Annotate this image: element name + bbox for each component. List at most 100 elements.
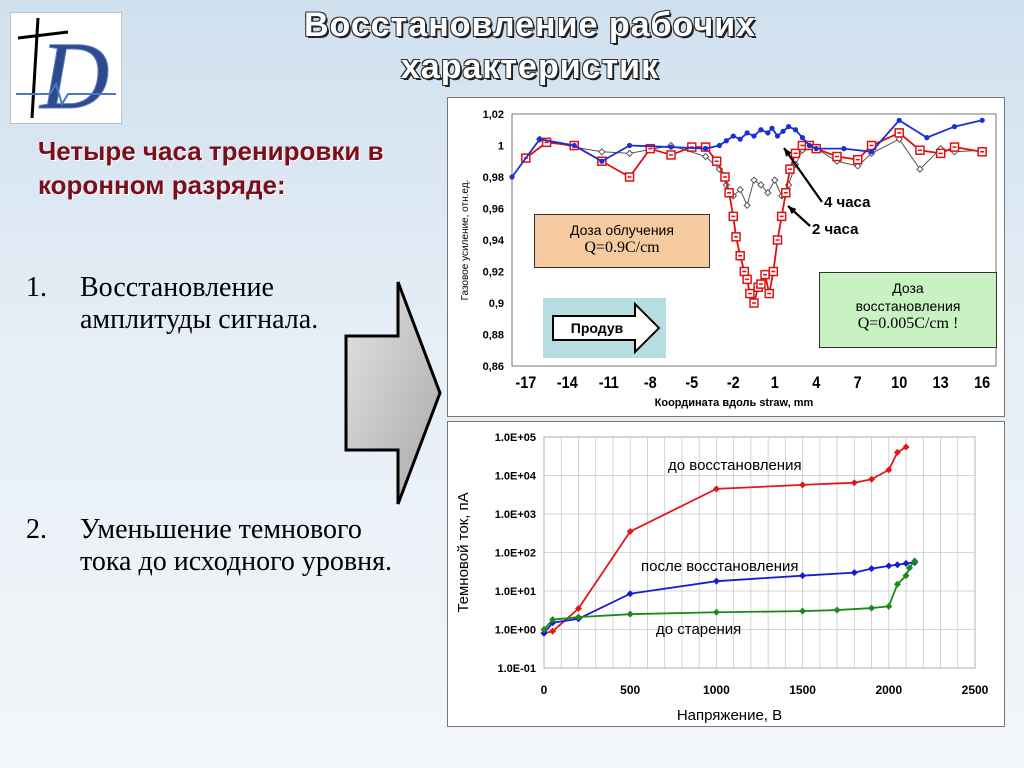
data-point	[765, 130, 771, 136]
gain-chart: 0,86 0,88 0,9 0,92 0,94 0,96 0,98 1 1,02 -17 -14 -1…	[447, 97, 1005, 417]
data-point	[626, 528, 634, 536]
data-point	[509, 174, 515, 180]
data-point	[924, 135, 930, 141]
y-tick-label: 1.0E+04	[495, 471, 537, 483]
data-point	[774, 133, 781, 139]
data-point	[758, 127, 764, 133]
data-point	[806, 142, 812, 149]
y-tick-label: 0,88	[483, 330, 504, 342]
dark-current-chart: 1.0E-01 1.0E+00 1.0E+01 1.0E+02 1.0E+03 1.0E+…	[447, 421, 1005, 727]
data-point	[813, 146, 819, 152]
x-tick-label: 2500	[962, 683, 989, 697]
data-point	[750, 176, 758, 184]
data-point	[868, 149, 875, 155]
y-tick-label: 0,94	[483, 235, 505, 247]
x-tick-label: 1	[771, 374, 779, 392]
data-point	[701, 152, 710, 161]
data-point	[764, 189, 772, 197]
data-point	[893, 561, 901, 569]
data-point	[895, 135, 903, 143]
x-tick-label: 4	[812, 374, 820, 392]
data-point	[979, 117, 985, 123]
data-point	[868, 565, 876, 573]
data-point	[743, 201, 751, 210]
data-point	[736, 185, 744, 194]
x-tick-label: 10	[891, 374, 907, 392]
data-point	[769, 125, 775, 131]
subtitle: Четыре часа тренировки в коронном разряд…	[38, 136, 384, 200]
data-point	[868, 475, 876, 483]
x-tick-label: 500	[620, 683, 640, 697]
x-tick-label: 13	[933, 374, 949, 392]
data-point	[916, 165, 924, 173]
data-point	[905, 564, 913, 572]
slide-title: Восстановление рабочих характеристик	[303, 6, 756, 86]
data-point	[799, 607, 807, 615]
data-point	[540, 626, 548, 633]
restore-box: Доза восстановления Q=0.005C/cm !	[819, 272, 997, 348]
gain-chart-svg: 0,86 0,88 0,9 0,92 0,94 0,96 0,98 1 1,02 -17 -14 -1…	[460, 109, 997, 409]
data-point	[574, 613, 582, 621]
y-tick-label: 1.0E+01	[495, 586, 536, 598]
right-arrow-icon	[344, 281, 442, 505]
purge-label: Продув	[570, 320, 624, 336]
data-point	[751, 133, 757, 139]
data-point	[757, 181, 765, 189]
y-tick-label: 1.0E+03	[495, 509, 536, 521]
data-point	[549, 627, 557, 635]
pointer-arrowhead	[784, 148, 792, 157]
list-number: 2.	[26, 514, 47, 545]
data-point	[549, 616, 557, 624]
data-point	[902, 572, 910, 580]
dark-current-chart-svg: 1.0E-01 1.0E+00 1.0E+01 1.0E+02 1.0E+03 1.0E+…	[455, 432, 989, 724]
x-tick-label: -5	[685, 374, 698, 392]
data-point	[792, 127, 799, 133]
data-point	[625, 149, 634, 158]
data-point	[574, 605, 582, 613]
restore-box-line2: восстановления	[855, 298, 961, 314]
list-number: 1.	[26, 272, 47, 303]
y-tick-label: 1.0E+05	[495, 432, 536, 444]
x-tick-label: -17	[515, 374, 536, 392]
restore-box-line3: Q=0.005C/cm !	[857, 315, 959, 332]
data-point	[598, 148, 606, 156]
series-label: до восстановления	[668, 457, 802, 474]
logo: D	[10, 12, 122, 124]
data-point	[841, 146, 847, 152]
data-point	[712, 577, 720, 585]
data-point	[911, 557, 919, 565]
data-point	[737, 136, 743, 142]
y-tick-label: 0,92	[483, 267, 504, 279]
x-axis-label: Координата вдоль straw, mm	[655, 397, 814, 409]
pointer-arrow	[783, 147, 823, 203]
label-4h: 4 часа	[824, 194, 871, 211]
data-point	[712, 485, 720, 493]
data-point	[833, 606, 841, 614]
data-point	[716, 142, 723, 149]
x-tick-label: -14	[557, 374, 578, 392]
data-point	[893, 580, 901, 588]
data-point	[626, 590, 634, 598]
x-tick-label: 1500	[789, 683, 816, 697]
data-point	[893, 448, 901, 456]
x-tick-label: -8	[644, 374, 657, 392]
data-point	[785, 124, 792, 130]
y-tick-label: 0,96	[483, 204, 504, 216]
data-point	[902, 443, 910, 451]
data-point	[780, 128, 786, 134]
purge-arrow-icon	[552, 301, 661, 355]
x-tick-label: 2000	[875, 683, 902, 697]
data-point	[626, 142, 633, 149]
y-tick-label: 1.0E-01	[497, 663, 536, 675]
data-point	[599, 158, 605, 164]
x-tick-label: 16	[974, 374, 990, 392]
y-axis-label: Газовое усиление, отн.ед.	[460, 180, 471, 301]
restore-box-line1: Доза	[892, 280, 924, 296]
data-point	[744, 130, 750, 136]
y-tick-label: 1,02	[483, 109, 504, 121]
data-point	[951, 124, 958, 130]
data-point	[850, 479, 858, 487]
x-tick-label: 7	[854, 374, 862, 392]
data-point	[896, 117, 902, 123]
x-tick-label: 0	[541, 683, 548, 697]
